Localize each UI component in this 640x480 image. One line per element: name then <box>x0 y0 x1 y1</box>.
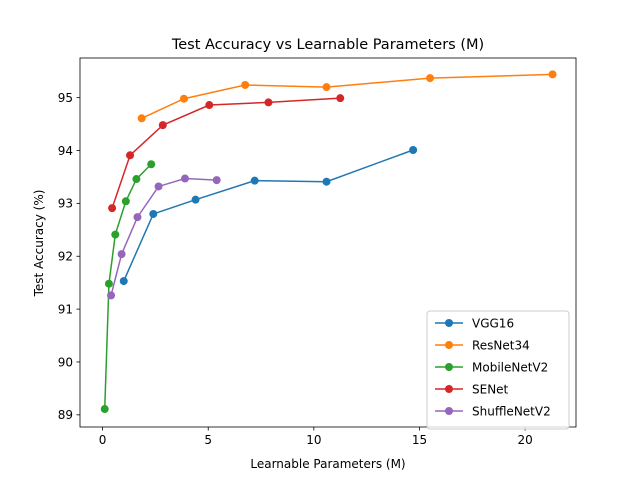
y-tick-label: 93 <box>58 197 73 211</box>
x-tick-label: 5 <box>204 433 212 447</box>
legend-marker-mobilenetv2 <box>445 363 453 371</box>
data-point-shufflenetv2 <box>133 213 142 222</box>
data-point-vgg16 <box>409 145 418 154</box>
series-line-senet <box>111 97 341 209</box>
legend-marker-resnet34 <box>445 341 453 349</box>
data-point-senet <box>108 204 117 213</box>
y-tick-label: 91 <box>58 302 73 316</box>
data-point-senet <box>126 151 135 160</box>
x-tick-label: 20 <box>517 433 532 447</box>
data-point-vgg16 <box>322 177 331 186</box>
data-point-shufflenetv2 <box>107 291 116 300</box>
data-point-resnet34 <box>179 94 188 103</box>
legend-label-shufflenetv2: ShuffleNetV2 <box>472 404 551 418</box>
data-point-mobilenetv2 <box>147 160 156 169</box>
axes: 0 5 10 15 20 89 90 91 92 93 94 95 <box>58 57 577 447</box>
data-point-resnet34 <box>241 80 250 89</box>
data-point-vgg16 <box>250 176 259 185</box>
data-point-senet <box>264 98 273 107</box>
y-tick-label: 94 <box>58 144 73 158</box>
legend-label-senet: SENet <box>472 382 509 396</box>
data-point-senet <box>158 121 167 130</box>
y-tick-label: 95 <box>58 91 73 105</box>
data-point-vgg16 <box>119 277 128 286</box>
y-tick-label: 90 <box>58 355 73 369</box>
data-point-mobilenetv2 <box>104 279 113 288</box>
data-point-vgg16 <box>191 195 200 204</box>
legend-marker-senet <box>445 385 453 393</box>
data-point-shufflenetv2 <box>154 182 163 191</box>
x-tick-label: 0 <box>99 433 107 447</box>
data-point-senet <box>336 94 345 103</box>
series-line-vgg16 <box>123 149 414 282</box>
data-point-shufflenetv2 <box>117 250 126 259</box>
legend-label-mobilenetv2: MobileNetV2 <box>472 360 548 374</box>
y-axis-title: Test Accuracy (%) <box>32 190 46 298</box>
data-point-vgg16 <box>149 209 158 218</box>
data-point-resnet34 <box>426 74 435 83</box>
x-tick-label: 10 <box>306 433 321 447</box>
legend-box <box>426 310 570 430</box>
x-tick-label: 15 <box>412 433 427 447</box>
legend-marker-vgg16 <box>445 319 453 327</box>
y-tick-label: 89 <box>58 408 73 422</box>
legend-marker-shufflenetv2 <box>445 407 453 415</box>
data-point-shufflenetv2 <box>180 174 189 183</box>
data-point-mobilenetv2 <box>132 175 141 184</box>
data-point-mobilenetv2 <box>111 230 120 239</box>
data-point-shufflenetv2 <box>212 176 221 185</box>
series-line-resnet34 <box>141 73 553 119</box>
chart-title: Test Accuracy vs Learnable Parameters (M… <box>171 37 484 53</box>
x-axis-title: Learnable Parameters (M) <box>250 457 405 471</box>
data-point-mobilenetv2 <box>100 405 109 414</box>
y-tick-label: 92 <box>58 250 73 264</box>
axes-frame <box>79 57 577 428</box>
legend: VGG16 ResNet34 MobileNetV2 SENet ShuffleNetV… <box>426 310 570 430</box>
data-point-mobilenetv2 <box>121 197 130 206</box>
legend-label-resnet34: ResNet34 <box>472 338 530 352</box>
data-point-resnet34 <box>322 83 331 92</box>
data-point-resnet34 <box>548 70 557 79</box>
data-point-resnet34 <box>137 114 146 123</box>
series-line-shufflenetv2 <box>110 177 217 296</box>
plot-area <box>100 70 557 414</box>
data-point-senet <box>205 101 214 110</box>
legend-label-vgg16: VGG16 <box>472 316 514 330</box>
